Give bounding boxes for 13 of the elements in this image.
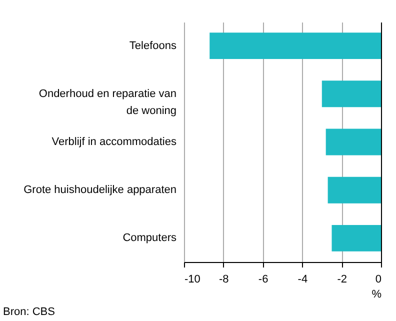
y-tick-label: Verblijf in accommodaties [52,136,177,148]
x-tick-label: -10 [184,274,200,286]
x-tick-label: 0 [375,274,382,286]
x-axis-title: % [372,288,382,300]
y-tick-label: Telefoons [129,40,177,52]
y-tick-label: Computers [122,232,177,244]
y-tick-label: Onderhoud en reparatie van de woning [38,88,176,117]
x-tick-label: -4 [298,274,308,286]
x-tick-label: -6 [258,274,268,286]
y-tick-label: Grote huishoudelijke apparaten [24,184,176,196]
text: Bron: CBS [3,306,55,318]
x-tick-label: -2 [337,274,347,286]
x-tick-label: -8 [219,274,229,286]
